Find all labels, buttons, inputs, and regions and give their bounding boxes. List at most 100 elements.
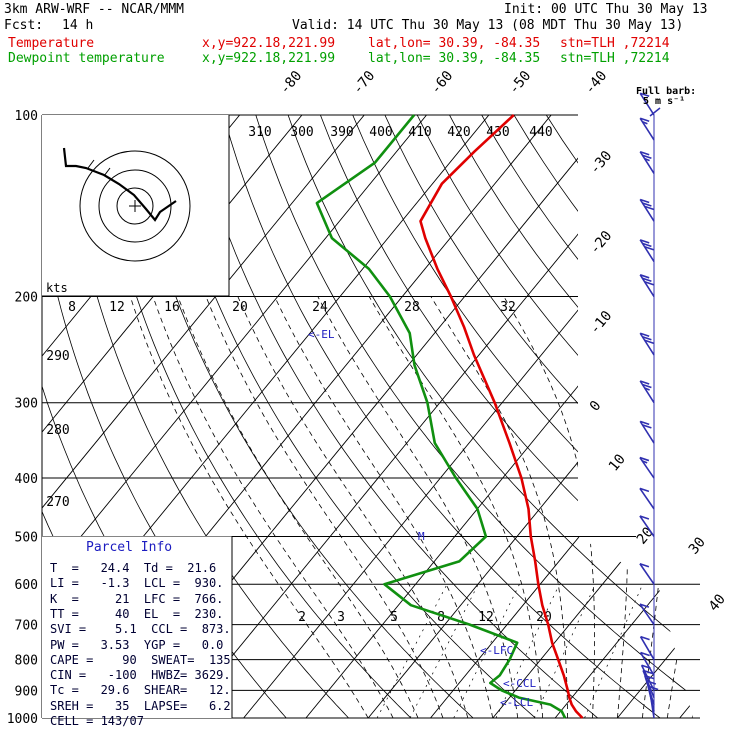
wind-barb — [640, 152, 654, 174]
isotherm-label: 40 — [706, 591, 729, 614]
hodograph-kts-label: kts — [46, 281, 68, 295]
wind-barb — [640, 275, 654, 297]
pressure-tick-label: 100 — [15, 109, 38, 124]
wind-barb-shaft — [643, 670, 654, 697]
fcst-label: Fcst: — [4, 18, 43, 33]
isotherm-label: 10 — [606, 451, 629, 474]
wind-barb — [640, 604, 654, 624]
pressure-tick-label: 800 — [15, 654, 38, 669]
pressure-tick-label: 300 — [15, 397, 38, 412]
dry-adiabat-line — [708, 115, 740, 718]
theta-label: 410 — [408, 125, 431, 140]
wind-barb-shaft — [640, 240, 654, 262]
wind-barb — [640, 421, 654, 443]
lfc-marker: <-LFC — [480, 644, 513, 657]
mixing-ratio-label: 28 — [404, 300, 420, 315]
moist-adiabat-line — [504, 297, 595, 719]
wind-barb-shaft — [640, 275, 654, 297]
temperature-legend-stn: stn=TLH ,72214 — [560, 36, 670, 51]
isotherm-label: -40 — [582, 68, 611, 98]
theta-label: 310 — [248, 125, 271, 140]
wind-barb-shaft — [640, 333, 654, 355]
mixing-ratio-line — [410, 584, 478, 718]
moist-adiabat-line — [238, 297, 468, 719]
isotherm-label: -10 — [587, 308, 616, 338]
theta-side-label: 270 — [46, 495, 69, 510]
dry-adiabat-line — [256, 115, 723, 718]
dry-adiabat-line — [288, 115, 740, 718]
theta-label: 300 — [290, 125, 313, 140]
dewpoint-legend-stn: stn=TLH ,72214 — [560, 51, 670, 66]
parcel-info-row: T = 24.4 Td = 21.6 — [50, 561, 216, 576]
pressure-tick-label: 700 — [15, 619, 38, 634]
theta-label: 420 — [447, 125, 470, 140]
mixing-ratio-label: 3 — [337, 610, 345, 625]
pressure-tick-label: 900 — [15, 684, 38, 699]
mixing-ratio-label: 12 — [478, 610, 494, 625]
m-marker: M — [418, 530, 425, 543]
parcel-info-row: CAPE = 90 SWEAT= 135 — [50, 653, 231, 668]
mixing-ratio-label: 16 — [164, 300, 180, 315]
isotherm-label: -50 — [506, 68, 535, 98]
dry-adiabat-line — [482, 115, 740, 718]
dewpoint-legend-label: Dewpoint temperature — [8, 51, 165, 66]
wind-barb — [640, 381, 654, 403]
pressure-tick-label: 600 — [15, 578, 38, 593]
moist-adiabat-line — [275, 297, 493, 719]
isotherm-label: 0 — [587, 398, 605, 415]
theta-label: 440 — [529, 125, 552, 140]
dry-adiabat-line — [675, 115, 740, 718]
wind-barb-shaft — [640, 199, 654, 221]
moist-adiabat-line — [584, 297, 628, 719]
wind-barb-shaft — [640, 118, 654, 140]
theta-side-label: 290 — [46, 349, 69, 364]
mixing-ratio-label: 12 — [109, 300, 125, 315]
mixing-ratio-label: 20 — [232, 300, 248, 315]
pressure-tick-label: 1000 — [7, 712, 38, 727]
isotherm-line — [368, 115, 740, 718]
temperature-legend-latlon: lat,lon= 30.39, -84.35 — [368, 36, 540, 51]
mixing-ratio-label: 8 — [437, 610, 445, 625]
temperature-trace — [421, 115, 583, 718]
moist-adiabat-line — [667, 297, 722, 719]
wind-barb — [640, 240, 654, 262]
pressure-tick-label: 500 — [15, 530, 38, 545]
dry-adiabat-line — [579, 115, 740, 718]
ccl-marker: <-CCL — [503, 677, 536, 690]
model-title: 3km ARW-WRF -- NCAR/MMM — [4, 2, 184, 17]
parcel-info-title: Parcel Info — [86, 540, 172, 555]
temperature-legend-xy: x,y=922.18,221.99 — [202, 36, 335, 51]
init-time: Init: 00 UTC Thu 30 May 13 — [504, 2, 708, 17]
wind-barb — [640, 458, 654, 478]
parcel-info-row: Tc = 29.6 SHEAR= 12. — [50, 683, 231, 698]
isotherm-label: -30 — [587, 148, 616, 178]
theta-label: 390 — [330, 125, 353, 140]
mixing-ratio-label: 5 — [390, 610, 398, 625]
moist-adiabat-line — [692, 297, 740, 719]
parcel-info-row: CIN = -100 HWBZ= 3629. — [50, 668, 231, 683]
wind-barb-shaft — [640, 421, 654, 443]
isotherm-label: 30 — [686, 534, 709, 557]
parcel-info-row: PW = 3.53 YGP = 0.0 — [50, 638, 223, 653]
theta-side-label: 280 — [46, 423, 69, 438]
isotherm-line — [617, 115, 740, 718]
isotherm-label: -80 — [277, 68, 306, 98]
parcel-info-row: SREH = 35 LAPSE= 6.2 — [50, 699, 231, 714]
dewpoint-trace — [317, 115, 565, 718]
pressure-tick-label: 400 — [15, 472, 38, 487]
isotherm-label: -20 — [587, 228, 616, 258]
temperature-legend-label: Temperature — [8, 36, 94, 51]
wind-barb-shaft — [640, 381, 654, 403]
wind-barb-shaft — [640, 152, 654, 174]
theta-label: 400 — [369, 125, 392, 140]
isotherm-line — [493, 115, 740, 718]
parcel-info-row: SVI = 5.1 CCL = 873. — [50, 622, 231, 637]
isotherm-line — [306, 115, 740, 718]
mixing-ratio-label: 2 — [298, 610, 306, 625]
hodograph-inset: kts — [42, 115, 229, 296]
el-marker: <-EL — [308, 328, 335, 341]
pressure-tick-label: 200 — [15, 291, 38, 306]
wind-barb — [640, 199, 654, 221]
isotherm-line — [680, 115, 740, 718]
